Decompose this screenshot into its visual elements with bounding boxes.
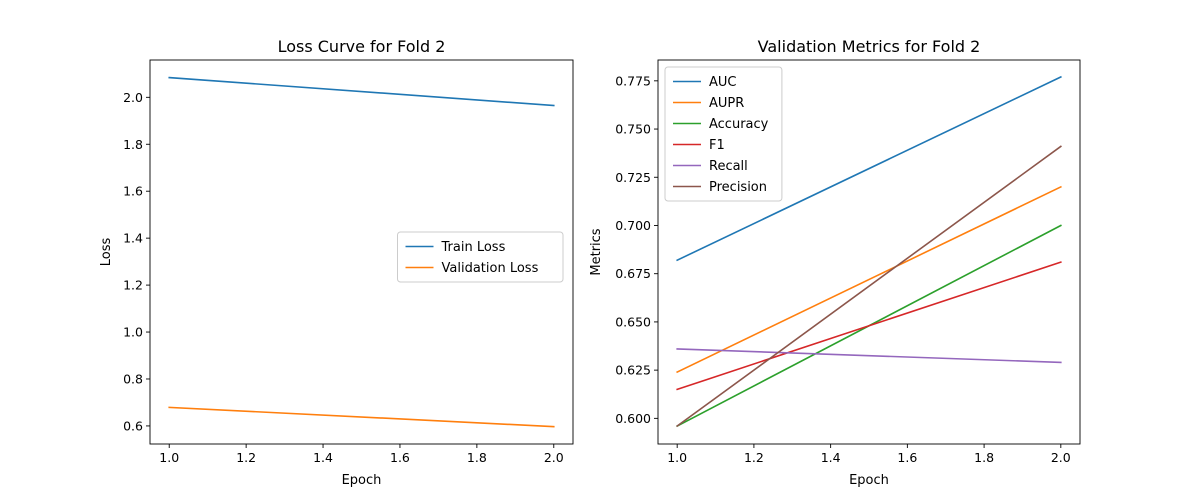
- x-tick-label: 1.8: [974, 450, 994, 465]
- y-tick-label: 0.650: [615, 314, 651, 329]
- legend-label-accuracy: Accuracy: [709, 117, 769, 132]
- x-tick-label: 1.4: [313, 450, 333, 465]
- axes-frame: [149, 59, 574, 445]
- legend-label-auc: AUC: [709, 75, 737, 90]
- y-tick-label: 0.700: [615, 218, 651, 233]
- y-tick-label: 1.6: [123, 184, 143, 199]
- legend-label-precision: Precision: [709, 180, 767, 195]
- series-line-auc: [676, 75, 1062, 262]
- y-tick-label: 0.775: [615, 73, 651, 88]
- x-tick-label: 2.0: [544, 450, 564, 465]
- loss-chart: 1.0 1.2 1.4 1.6 1.8 2.0 0.6 0.8 1.0 1.2 1.4 1.6 1.8 2…: [99, 37, 574, 488]
- y-tick-label: 0.625: [615, 363, 651, 378]
- y-tick-label: 2.0: [123, 90, 143, 105]
- x-tick-label: 1.0: [159, 450, 179, 465]
- y-tick-label: 0.725: [615, 170, 651, 185]
- chart-title: Validation Metrics for Fold 2: [758, 37, 981, 56]
- legend-label-train-loss: Train Loss: [441, 240, 506, 255]
- legend-label-f1: F1: [709, 138, 725, 153]
- x-tick-label: 1.4: [821, 450, 841, 465]
- y-tick-label: 0.750: [615, 122, 651, 137]
- y-tick-label: 1.4: [123, 231, 143, 246]
- y-tick-label: 0.675: [615, 266, 651, 281]
- x-axis-label: Epoch: [342, 473, 382, 488]
- series-line-f1: [676, 261, 1062, 391]
- chart-title: Loss Curve for Fold 2: [278, 37, 446, 56]
- metrics-chart: 1.0 1.2 1.4 1.6 1.8 2.0 0.600 0.625 0.650 0.675 0.…: [589, 37, 1081, 488]
- x-tick-label: 1.2: [744, 450, 764, 465]
- x-tick-label: 1.0: [667, 450, 687, 465]
- x-axis-label: Epoch: [849, 473, 889, 488]
- series-line-validation-loss: [168, 406, 555, 428]
- y-tick-label: 0.6: [123, 418, 143, 433]
- x-tick-label: 2.0: [1051, 450, 1071, 465]
- legend-label-validation-loss: Validation Loss: [442, 261, 539, 276]
- y-tick-label: 0.600: [615, 411, 651, 426]
- y-tick-label: 1.8: [123, 137, 143, 152]
- y-axis-label: Loss: [99, 238, 114, 267]
- axes-frame: [657, 59, 1081, 445]
- x-tick-label: 1.6: [897, 450, 917, 465]
- series-lines: [676, 75, 1062, 428]
- series-line-precision: [676, 145, 1062, 428]
- y-tick-label: 0.8: [123, 371, 143, 386]
- y-tick-label: 1.0: [123, 325, 143, 340]
- legend-box: [397, 231, 564, 283]
- y-axis-label: Metrics: [589, 228, 604, 275]
- x-tick-label: 1.8: [467, 450, 487, 465]
- legend: AUC AUPR Accuracy F1 Recall Precision: [664, 66, 783, 202]
- series-line-aupr: [676, 185, 1062, 374]
- x-tick-label: 1.6: [390, 450, 410, 465]
- x-tick-label: 1.2: [236, 450, 256, 465]
- legend-label-aupr: AUPR: [709, 96, 744, 111]
- y-tick-label: 1.2: [123, 278, 143, 293]
- legend-label-recall: Recall: [709, 159, 748, 174]
- series-lines: [168, 76, 555, 428]
- legend: Train Loss Validation Loss: [397, 231, 564, 283]
- series-line-train-loss: [168, 76, 555, 107]
- series-line-recall: [676, 348, 1062, 364]
- legend-box: [664, 66, 783, 202]
